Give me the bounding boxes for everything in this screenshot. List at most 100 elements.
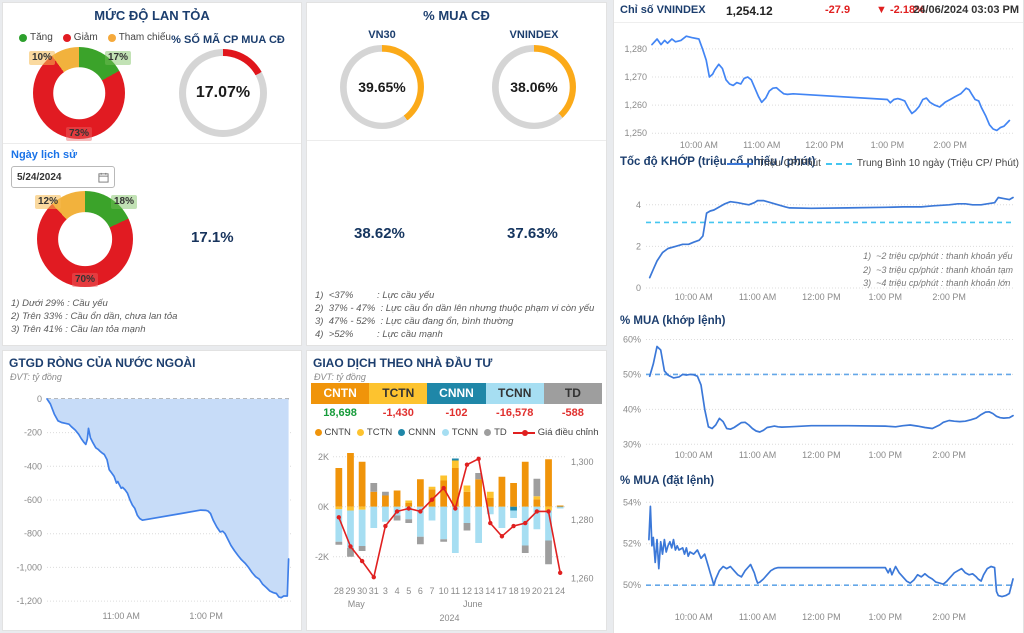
svg-text:10:00 AM: 10:00 AM (675, 612, 713, 622)
svg-text:1,260: 1,260 (624, 100, 647, 110)
svg-text:12:00 PM: 12:00 PM (802, 450, 841, 460)
svg-text:12: 12 (462, 586, 472, 596)
svg-text:10:00 AM: 10:00 AM (675, 450, 713, 460)
svg-text:1:00 PM: 1:00 PM (869, 450, 903, 460)
vnindex-change: -27.9 (825, 4, 851, 16)
svg-text:11:00 AM: 11:00 AM (739, 612, 776, 622)
speed-legend: Triệu CP/Phút Trung Bình 10 ngày (Triệu … (727, 158, 1019, 169)
svg-text:21: 21 (544, 586, 554, 596)
history-date-link[interactable]: Ngày lịch sử (11, 149, 78, 161)
investor-chart: 2K 0K -2K 1,300 1,280 1,260 28 29 30 31 3 4 5 6 7 10 11 1… (309, 445, 604, 629)
panel-foreign-net: GTGD RÒNG CỦA NƯỚC NGOÀI ĐVT: tỷ đồng 0 -… (2, 350, 302, 631)
foreign-net-unit: ĐVT: tỷ đồng (10, 372, 62, 382)
donut-label-up: 18% (110, 195, 137, 209)
svg-text:1,280: 1,280 (624, 44, 647, 54)
calendar-icon[interactable] (98, 172, 109, 183)
mua-cd-title: % MUA CĐ (423, 8, 490, 23)
breadth-donut-history: 18% 70% 12% (35, 191, 137, 287)
svg-text:11:00 AM: 11:00 AM (739, 292, 776, 302)
svg-text:1:00 PM: 1:00 PM (189, 611, 223, 621)
panel-lan-toa-title: MỨC ĐỘ LAN TỎA (94, 8, 210, 23)
vnindex-timestamp: 24/06/2024 03:03 PM (913, 4, 1019, 16)
col-tctn[interactable]: TCTN (369, 383, 428, 404)
svg-text:7: 7 (430, 586, 435, 596)
svg-text:2024: 2024 (439, 613, 459, 623)
vnindex-last-price: 1,254.12 (726, 4, 773, 18)
td-dot-icon (484, 429, 492, 436)
svg-text:6: 6 (418, 586, 423, 596)
svg-text:-200: -200 (24, 428, 42, 438)
speed-notes: 1) ~2 triệu cp/phút : thanh khoản yếu 2)… (863, 251, 1013, 288)
svg-text:10:00 AM: 10:00 AM (680, 140, 718, 150)
legend-item-thamchieu: Tham chiếu (107, 32, 171, 43)
svg-text:20: 20 (532, 586, 542, 596)
svg-text:29: 29 (345, 586, 355, 596)
panel-mua-cd: % MUA CĐ VN30 VNINDEX 39.65% 38.06% 38.6… (306, 2, 607, 346)
vn30-session-value: 38.62% (354, 225, 405, 242)
match-speed-chart: 0 2 4 10:00 AM 11:00 AM 12:00 PM 1:00 PM 2:00 P… (616, 176, 1021, 304)
svg-text:14: 14 (485, 586, 495, 596)
col-cnnn[interactable]: CNNN (427, 383, 486, 404)
svg-text:-400: -400 (24, 461, 42, 471)
vnindex-session-value: 37.63% (507, 225, 558, 242)
svg-text:4: 4 (636, 200, 641, 210)
donut-label-ref: 10% (29, 51, 56, 65)
vnindex-change-pct: -2.18% (890, 4, 925, 16)
svg-text:0: 0 (37, 394, 42, 404)
speed-title: Tốc độ KHỚP (triệu cổ phiếu / phút) (620, 156, 816, 168)
history-date-input[interactable]: 5/24/2024 (11, 166, 115, 188)
svg-text:2:00 PM: 2:00 PM (932, 612, 966, 622)
panel-investor: GIAO DỊCH THEO NHÀ ĐẦU TƯ ĐVT: tỷ đồng C… (306, 350, 607, 631)
col-td[interactable]: TD (543, 383, 603, 404)
green-dot-icon (19, 33, 27, 42)
svg-text:May: May (348, 599, 366, 609)
svg-text:0: 0 (636, 283, 641, 293)
svg-text:11:00 AM: 11:00 AM (739, 450, 776, 460)
svg-text:50%: 50% (623, 369, 641, 379)
orange-dot-icon (107, 33, 116, 42)
svg-text:2: 2 (636, 241, 641, 251)
cntn-dot-icon (314, 429, 322, 436)
svg-text:12:00 PM: 12:00 PM (802, 292, 841, 302)
svg-text:1,270: 1,270 (624, 72, 647, 82)
col-tcnn[interactable]: TCNN (485, 383, 544, 404)
svg-text:28: 28 (334, 586, 344, 596)
vn30-gauge: 39.65% (340, 45, 424, 129)
svg-text:40%: 40% (623, 404, 641, 414)
vnindex-intraday-chart: 1,250 1,260 1,270 1,280 10:00 AM 11:00 AM 12:0… (616, 24, 1021, 152)
svg-text:11: 11 (451, 586, 460, 596)
svg-text:1,260: 1,260 (571, 574, 594, 584)
pct-mua-khop-chart: 30% 40% 50% 60% 10:00 AM 11:00 AM 12:00 PM 1:00… (616, 328, 1021, 464)
vnindex-gauge-value: 38.06% (510, 79, 558, 95)
donut-label-ref: 12% (35, 195, 62, 209)
svg-text:19: 19 (520, 586, 530, 596)
breadth-donut-today: 17% 73% 10% (29, 47, 131, 141)
donut-label-up: 17% (104, 51, 131, 65)
svg-text:1:00 PM: 1:00 PM (869, 292, 903, 302)
investor-title: GIAO DỊCH THEO NHÀ ĐẦU TƯ (313, 356, 493, 370)
investor-table-values: 18,698 -1,430 -102 -16,578 -588 (311, 407, 602, 419)
svg-text:-1,000: -1,000 (16, 562, 42, 572)
svg-text:4: 4 (395, 586, 400, 596)
svg-text:-800: -800 (24, 529, 42, 539)
pct-dat-title: % MUA (đặt lệnh) (620, 475, 715, 487)
investor-legend: CNTN TCTN CNNN TCNN TD Giá điều chỉnh (307, 427, 606, 438)
foreign-net-title: GTGD RÒNG CỦA NƯỚC NGOÀI (9, 356, 196, 370)
svg-text:12:00 PM: 12:00 PM (802, 612, 841, 622)
vnindex-header-title: Chỉ số VNINDEX (620, 4, 706, 16)
svg-text:60%: 60% (623, 334, 641, 344)
svg-text:13: 13 (474, 586, 484, 596)
svg-text:30: 30 (357, 586, 367, 596)
val-cntn: 18,698 (323, 407, 357, 419)
tcnn-dot-icon (441, 429, 449, 436)
col-cntn[interactable]: CNTN (311, 383, 370, 404)
val-cnnn: -102 (445, 407, 468, 419)
svg-text:31: 31 (369, 586, 379, 596)
breadth-gauge-value: 17.07% (195, 84, 251, 101)
history-breadth-value: 17.1% (191, 229, 234, 246)
svg-text:2:00 PM: 2:00 PM (933, 140, 967, 150)
svg-text:30%: 30% (623, 439, 641, 449)
red-dot-icon (62, 33, 71, 42)
svg-text:10:00 AM: 10:00 AM (675, 292, 713, 302)
gauge-label: % SỐ MÃ CP MUA CĐ (171, 34, 285, 46)
